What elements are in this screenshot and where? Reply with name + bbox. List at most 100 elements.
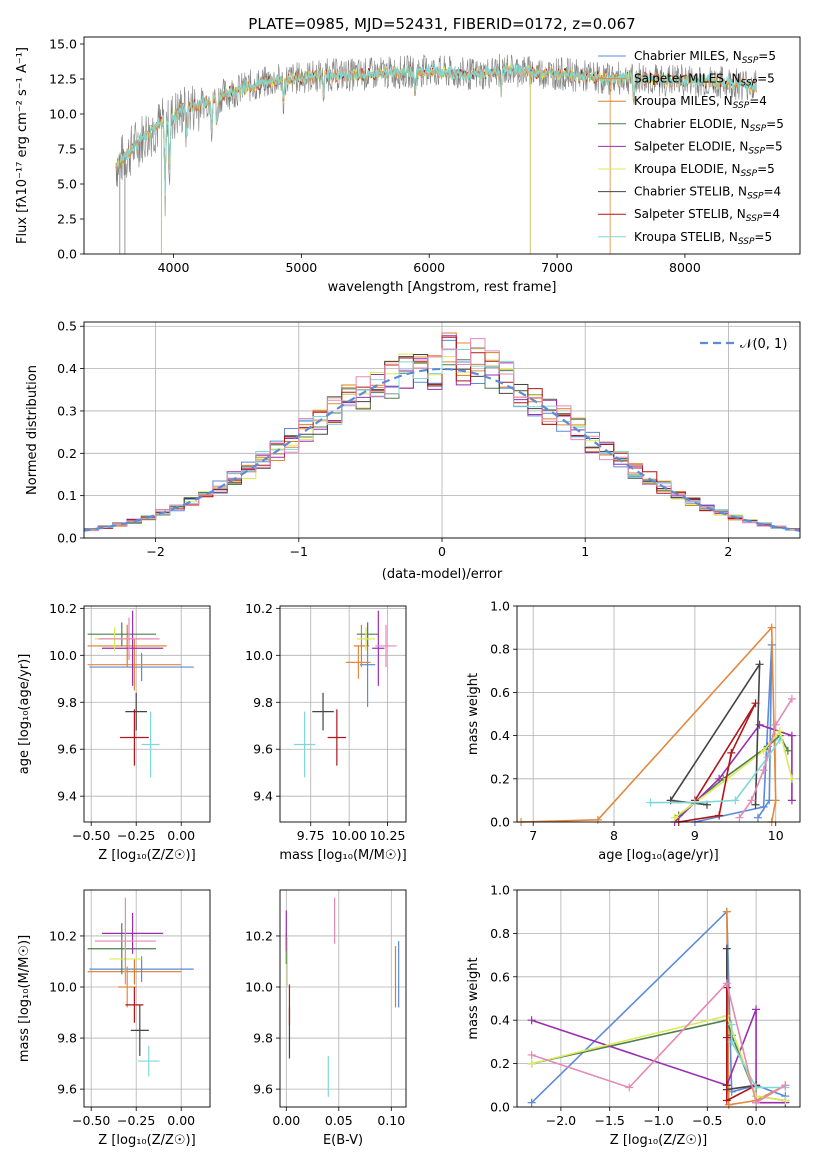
weight-series-line <box>726 911 786 1106</box>
y-tick-label: 9.8 <box>253 695 273 710</box>
x-tick-label: 0 <box>438 544 446 559</box>
x-tick-label: 8000 <box>669 260 701 275</box>
y-tick-label: 10.0 <box>49 107 77 122</box>
y-tick-label: 10.0 <box>49 980 77 995</box>
x-tick-label: 10.25 <box>370 828 406 843</box>
axes-residuals: −2 −1 0 1 2 0.0 0.1 0.2 0.3 0.4 0.5 <box>57 319 800 559</box>
y-tick-label: 2.5 <box>57 212 77 227</box>
weight-point-marker <box>731 796 740 805</box>
weight-point-marker <box>759 766 768 775</box>
legend-label-sub: SSP <box>733 101 750 111</box>
axes-frame-age_vs_Z <box>83 605 211 823</box>
legend-label: Salpeter ELODIE, NSSP=5 <box>634 139 783 156</box>
axes-frame-weight_vs_age <box>516 605 801 823</box>
weight-point-marker <box>759 746 768 755</box>
legend-label: Salpeter MILES, NSSP=5 <box>634 72 775 89</box>
axes-frame-spectrum <box>83 36 801 255</box>
legend-label-text: Salpeter ELODIE, N <box>634 139 748 153</box>
x-axis-label: age [log₁₀(age/yr)] <box>598 848 719 863</box>
axes-spectrum: 4000 5000 6000 7000 8000 0.0 2.5 5.0 7.5 10.0 12.5… <box>49 37 701 276</box>
legend-label-n: =4 <box>762 207 780 221</box>
weight-point-marker <box>767 623 776 632</box>
weight-point-marker <box>727 1037 736 1046</box>
legend-label-text: Kroupa STELIB, N <box>634 230 738 244</box>
y-axis-label: age [log₁₀(age/yr)] <box>17 654 32 775</box>
weight-series-line <box>726 987 757 1102</box>
y-tick-label: 0.0 <box>57 247 77 262</box>
x-tick-label: −1.5 <box>595 1113 625 1128</box>
weight-point-marker <box>646 798 655 807</box>
legend-label-n: =4 <box>764 185 782 199</box>
y-tick-label: 0.4 <box>490 728 510 743</box>
y-tick-label: 9.6 <box>253 742 273 757</box>
legend-label-sub: SSP <box>746 214 763 224</box>
y-tick-label: 1.0 <box>490 883 510 898</box>
x-axis-label: Z [log₁₀(Z/Z☉)] <box>98 848 195 863</box>
y-tick-label: 1.0 <box>490 599 510 614</box>
weight-point-marker <box>787 694 796 703</box>
y-axis-label: mass [log₁₀(M/M☉)] <box>17 935 32 1062</box>
x-axis-label: wavelength [Angstrom, rest frame] <box>328 280 557 295</box>
weight-point-marker <box>527 1059 536 1068</box>
x-tick-label: −1.0 <box>643 1113 673 1128</box>
legend-label: Kroupa MILES, NSSP=4 <box>634 94 767 111</box>
weight-point-marker <box>775 735 784 744</box>
y-tick-label: 0.5 <box>57 319 77 334</box>
y-tick-label: 0.0 <box>490 815 510 830</box>
weight-point-marker <box>775 727 784 736</box>
y-tick-label: 12.5 <box>49 72 77 87</box>
x-axis-label: mass [log₁₀(M/M☉)] <box>279 848 406 863</box>
x-tick-label: 0.0 <box>746 1113 766 1128</box>
weight-point-marker <box>527 1098 536 1107</box>
legend-label-text: Salpeter STELIB, N <box>634 207 746 221</box>
weight-lines-weight_vs_Z <box>527 907 790 1109</box>
x-tick-label: −0.25 <box>117 1113 155 1128</box>
axes-mass_vs_ebv: 0.00 0.05 0.10 9.6 9.8 10.0 10.2 <box>245 890 406 1128</box>
legend-label-text: Kroupa MILES, N <box>634 94 733 108</box>
y-tick-label: 0.4 <box>57 361 77 376</box>
y-axis-label: mass weight <box>466 673 481 755</box>
legend-label-n: =5 <box>758 49 776 63</box>
y-axis-label: Normed distribution <box>25 365 40 495</box>
x-tick-label: −2.0 <box>546 1113 576 1128</box>
weight-point-marker <box>781 1081 790 1090</box>
y-tick-label: 5.0 <box>57 177 77 192</box>
legend-label-text: Chabrier STELIB, N <box>634 185 747 199</box>
y-tick-label: 0.8 <box>490 926 510 941</box>
weight-point-marker <box>735 813 744 822</box>
y-tick-label: 0.0 <box>490 1100 510 1115</box>
axes-frame-mass_vs_Z <box>83 889 211 1108</box>
weight-point-marker <box>715 774 724 783</box>
axes-frame-mass_vs_ebv <box>279 889 407 1108</box>
weight-point-marker <box>759 802 768 811</box>
x-tick-label: 0.00 <box>167 828 195 843</box>
x-tick-label: −2 <box>146 544 164 559</box>
weight-point-marker <box>715 811 724 820</box>
x-tick-label: −0.50 <box>72 1113 110 1128</box>
weight-point-marker <box>787 731 796 740</box>
weight-point-marker <box>753 813 762 822</box>
x-tick-label: 6000 <box>413 260 445 275</box>
y-tick-label: 9.6 <box>57 742 77 757</box>
weight-point-marker <box>751 699 760 708</box>
weight-point-marker <box>722 907 731 916</box>
weight-point-marker <box>771 720 780 729</box>
weight-point-marker <box>752 1098 761 1107</box>
axes-age_vs_Z: −0.50 −0.25 0.00 9.4 9.6 9.8 10.0 10.2 <box>49 601 210 843</box>
x-tick-label: 0.00 <box>167 1113 195 1128</box>
y-tick-label: 0.1 <box>57 488 77 503</box>
weight-point-marker <box>625 1083 634 1092</box>
x-tick-label: 10.00 <box>331 828 367 843</box>
errorbars-age_vs_mass <box>293 610 397 778</box>
weight-series-line <box>531 1014 786 1102</box>
legend-label-n: =5 <box>757 162 775 176</box>
legend-label-sub: SSP <box>747 192 764 202</box>
y-tick-label: 10.0 <box>245 980 273 995</box>
weight-point-marker <box>781 1096 790 1105</box>
weight-point-marker <box>690 798 699 807</box>
x-tick-label: 0.10 <box>377 1113 405 1128</box>
model-spectrum-line <box>115 62 757 196</box>
legend-label: Salpeter STELIB, NSSP=4 <box>634 207 780 224</box>
weight-point-marker <box>670 813 679 822</box>
errorbars-mass_vs_Z <box>87 897 194 1077</box>
